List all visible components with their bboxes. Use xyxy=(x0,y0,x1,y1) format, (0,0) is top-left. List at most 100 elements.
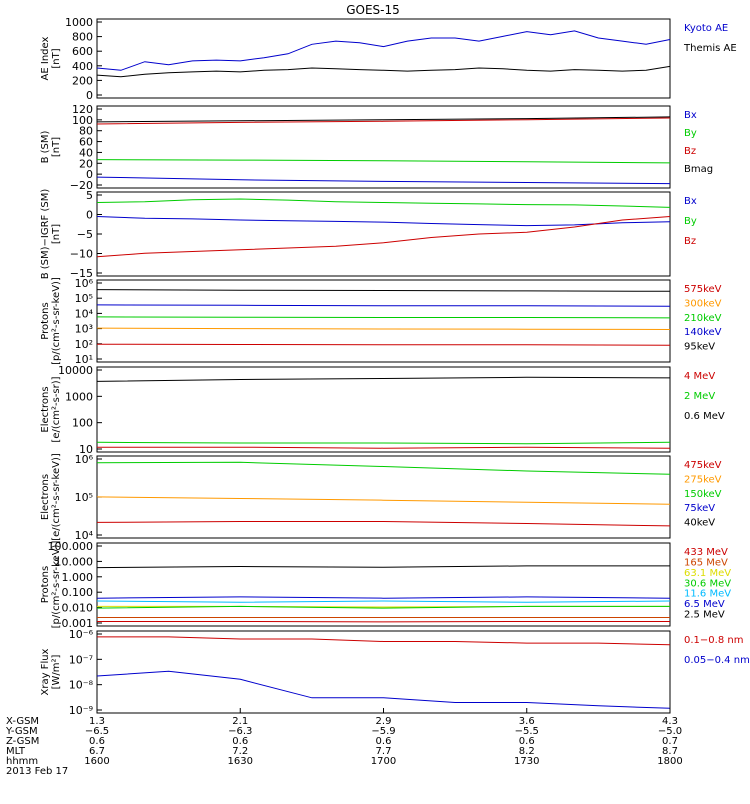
legend-entry: 150keV xyxy=(684,489,722,500)
legend-entry: 0.6 MeV xyxy=(684,411,725,422)
y-tick-label: 10⁴ xyxy=(75,307,94,320)
series-line xyxy=(97,31,670,70)
y-axis-label: Electrons xyxy=(40,474,51,520)
panel-6: 10⁴10⁵10⁶Electrons[e/(cm²-s-sr-keV)]475k… xyxy=(40,453,722,542)
series-line xyxy=(97,305,670,306)
legend-entry: 2.5 MeV xyxy=(684,610,725,621)
x-axis-value: 1630 xyxy=(228,756,253,767)
y-tick-label: 0 xyxy=(86,209,93,222)
y-tick-label: 10⁵ xyxy=(75,491,93,504)
y-axis-label: Protons xyxy=(40,302,51,339)
y-tick-label: 5 xyxy=(86,189,93,202)
y-tick-label: −10 xyxy=(70,248,93,261)
legend-entry: 275keV xyxy=(684,474,722,485)
y-tick-label: 120 xyxy=(72,103,93,116)
y-axis-label: Protons xyxy=(40,566,51,603)
legend-entry: 63.1 MeV xyxy=(684,568,731,579)
y-axis-label: [e/(cm²-s-sr)] xyxy=(51,376,62,442)
series-line xyxy=(97,637,670,645)
legend-entry: Bmag xyxy=(684,164,713,175)
plot-title: GOES-15 xyxy=(346,3,400,17)
y-axis-label: Xray Flux xyxy=(40,648,51,695)
y-tick-label: 600 xyxy=(72,45,93,58)
y-tick-label: 10³ xyxy=(75,323,93,336)
y-axis-label: [p/(cm²-s-sr-keV)] xyxy=(51,541,62,629)
y-axis-label: AE Index xyxy=(40,36,51,80)
legend-entry: 0.1−0.8 nm xyxy=(684,635,743,646)
legend-entry: 140keV xyxy=(684,327,722,338)
legend-entry: 2 MeV xyxy=(684,391,715,402)
series-line xyxy=(97,447,670,448)
panel-7: 0.0010.0100.1001.00010.000100.000Protons… xyxy=(40,540,731,630)
x-axis-row-label: 2013 Feb 17 xyxy=(6,766,68,777)
legend-entry: Bz xyxy=(684,236,696,247)
series-line xyxy=(97,601,670,602)
y-axis-label: [nT] xyxy=(51,137,62,157)
series-line xyxy=(97,344,670,345)
y-axis-label: [e/(cm²-s-sr-keV)] xyxy=(51,453,62,541)
legend-entry: Kyoto AE xyxy=(684,23,728,34)
legend-entry: 30.6 MeV xyxy=(684,578,731,589)
legend-entry: Bz xyxy=(684,146,696,157)
legend-entry: 300keV xyxy=(684,298,722,309)
legend-entry: 433 MeV xyxy=(684,547,728,558)
y-tick-label: 10⁶ xyxy=(75,277,94,290)
y-tick-label: 0.010 xyxy=(62,602,94,615)
series-line xyxy=(97,66,670,76)
series-line xyxy=(97,177,670,184)
series-line xyxy=(97,566,670,568)
legend-entry: 95keV xyxy=(684,342,715,353)
y-axis-label: B (SM) xyxy=(40,130,51,163)
panel-frame xyxy=(97,456,670,538)
panel-frame xyxy=(97,192,670,276)
series-line xyxy=(97,290,670,292)
x-axis-value: 1800 xyxy=(657,756,682,767)
panel-frame xyxy=(97,543,670,626)
legend-entry: Bx xyxy=(684,196,697,207)
legend-entry: 4 MeV xyxy=(684,371,715,382)
legend-entry: 40keV xyxy=(684,518,715,529)
series-line xyxy=(97,462,670,474)
y-axis-label: B (SM)−IGRF (SM) xyxy=(40,189,51,280)
legend-entry: 475keV xyxy=(684,460,722,471)
legend-entry: Bx xyxy=(684,110,697,121)
y-axis-label: [nT] xyxy=(51,48,62,68)
y-tick-label: 800 xyxy=(72,31,93,44)
legend-entry: 6.5 MeV xyxy=(684,599,725,610)
y-tick-label: −5 xyxy=(77,228,93,241)
series-line xyxy=(97,377,670,381)
panel-4: 10¹10²10³10⁴10⁵10⁶Protons[p/(cm²-s-sr-ke… xyxy=(40,277,722,366)
panel-frame xyxy=(97,19,670,98)
series-line xyxy=(97,597,670,598)
legend-entry: 210keV xyxy=(684,313,722,324)
legend-entry: 165 MeV xyxy=(684,557,728,568)
y-tick-label: 1000 xyxy=(65,390,93,403)
legend-entry: 0.05−0.4 nm xyxy=(684,655,750,666)
legend-entry: Themis AE xyxy=(683,43,737,54)
x-axis-value: 1700 xyxy=(371,756,396,767)
y-tick-label: 0.100 xyxy=(62,586,94,599)
y-tick-label: 1000 xyxy=(65,16,93,29)
legend-entry: 575keV xyxy=(684,284,722,295)
series-line xyxy=(97,442,670,443)
y-tick-label: 10000 xyxy=(58,364,93,377)
legend-entry: By xyxy=(684,128,697,139)
panel-frame xyxy=(97,280,670,362)
series-line xyxy=(97,522,670,526)
x-axis-value: 1730 xyxy=(514,756,539,767)
y-axis-label: [p/(cm²-s-sr-keV)] xyxy=(51,277,62,365)
series-line xyxy=(97,317,670,318)
y-axis-label: Electrons xyxy=(40,386,51,432)
y-axis-label: [W/m²] xyxy=(51,654,62,689)
y-tick-label: 10⁶ xyxy=(75,453,94,466)
y-tick-label: 0 xyxy=(86,89,93,102)
legend-entry: 75keV xyxy=(684,503,715,514)
